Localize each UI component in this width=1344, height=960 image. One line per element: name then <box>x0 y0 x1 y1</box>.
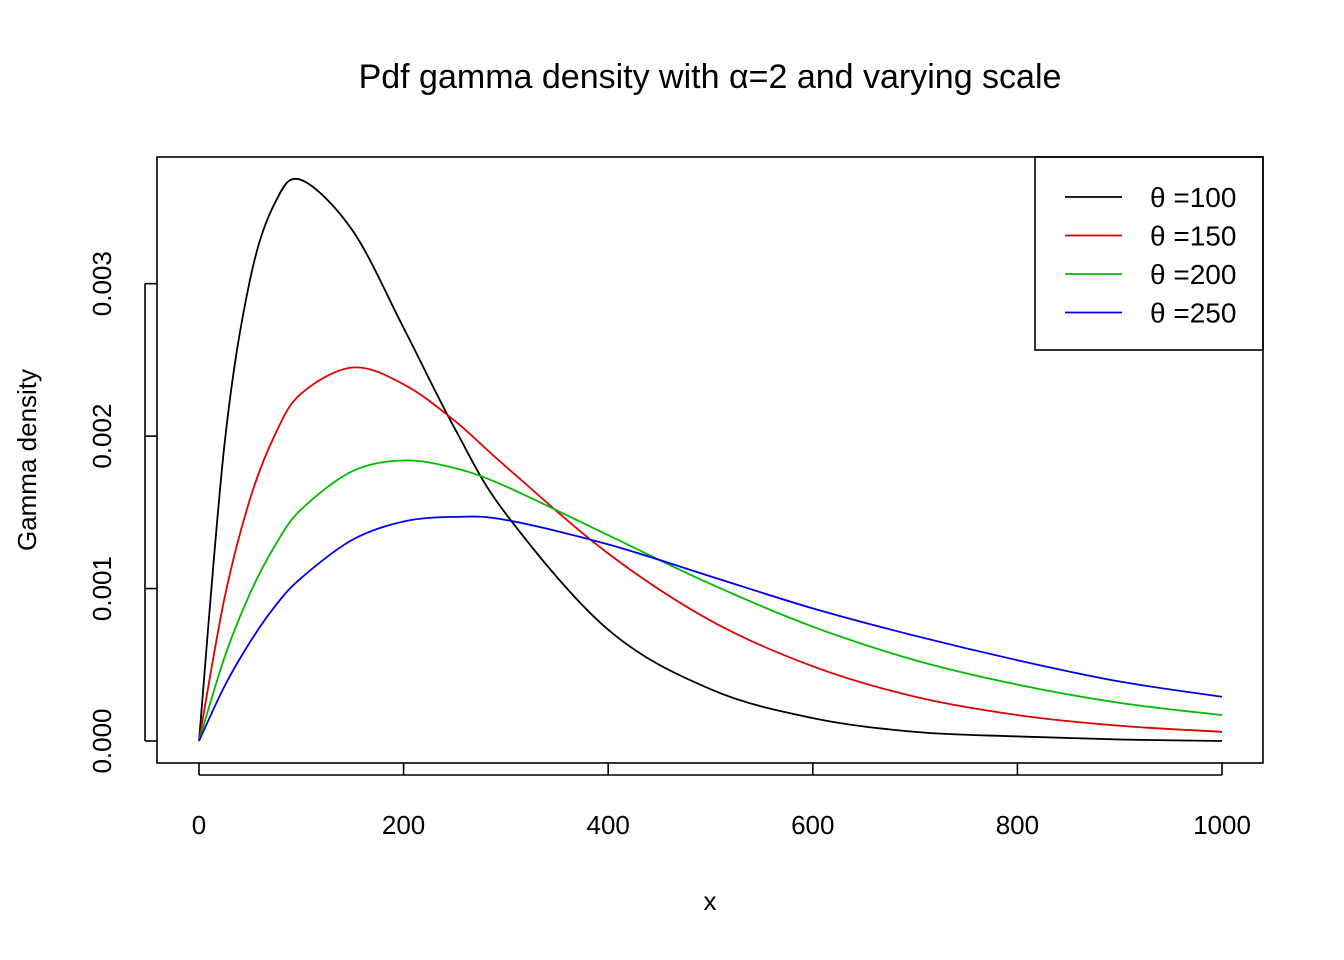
y-tick-label: 0.003 <box>87 251 117 316</box>
x-axis: 0 200 400 600 800 1000 <box>192 763 1251 840</box>
y-axis-label: Gamma density <box>12 369 42 551</box>
legend-box <box>1034 156 1264 351</box>
series-line-2 <box>198 366 1223 742</box>
x-tick-label: 1000 <box>1193 810 1251 840</box>
series-line-4 <box>198 515 1223 742</box>
series-line-3 <box>198 459 1223 742</box>
legend-label-3: θ =200 <box>1150 259 1236 290</box>
y-tick-label: 0.001 <box>87 556 117 621</box>
legend-label-2: θ =150 <box>1150 221 1236 252</box>
series-layer <box>198 177 1223 742</box>
x-tick-label: 400 <box>587 810 630 840</box>
x-tick-label: 600 <box>791 810 834 840</box>
x-axis-label: x <box>704 886 717 916</box>
x-tick-label: 800 <box>996 810 1039 840</box>
plot-frame <box>156 156 1264 764</box>
chart-title: Pdf gamma density with α=2 and varying s… <box>359 58 1062 96</box>
legend-label-4: θ =250 <box>1150 298 1236 329</box>
y-tick-label: 0.000 <box>87 708 117 773</box>
legend-label-1: θ =100 <box>1150 182 1236 213</box>
x-tick-label: 200 <box>382 810 425 840</box>
y-tick-label: 0.002 <box>87 404 117 469</box>
y-axis: 0.000 0.001 0.002 0.003 <box>87 251 157 774</box>
series-line-1 <box>198 177 1223 742</box>
legend: θ =100 θ =150 θ =200 θ =250 <box>1034 156 1264 351</box>
x-tick-label: 0 <box>192 810 206 840</box>
